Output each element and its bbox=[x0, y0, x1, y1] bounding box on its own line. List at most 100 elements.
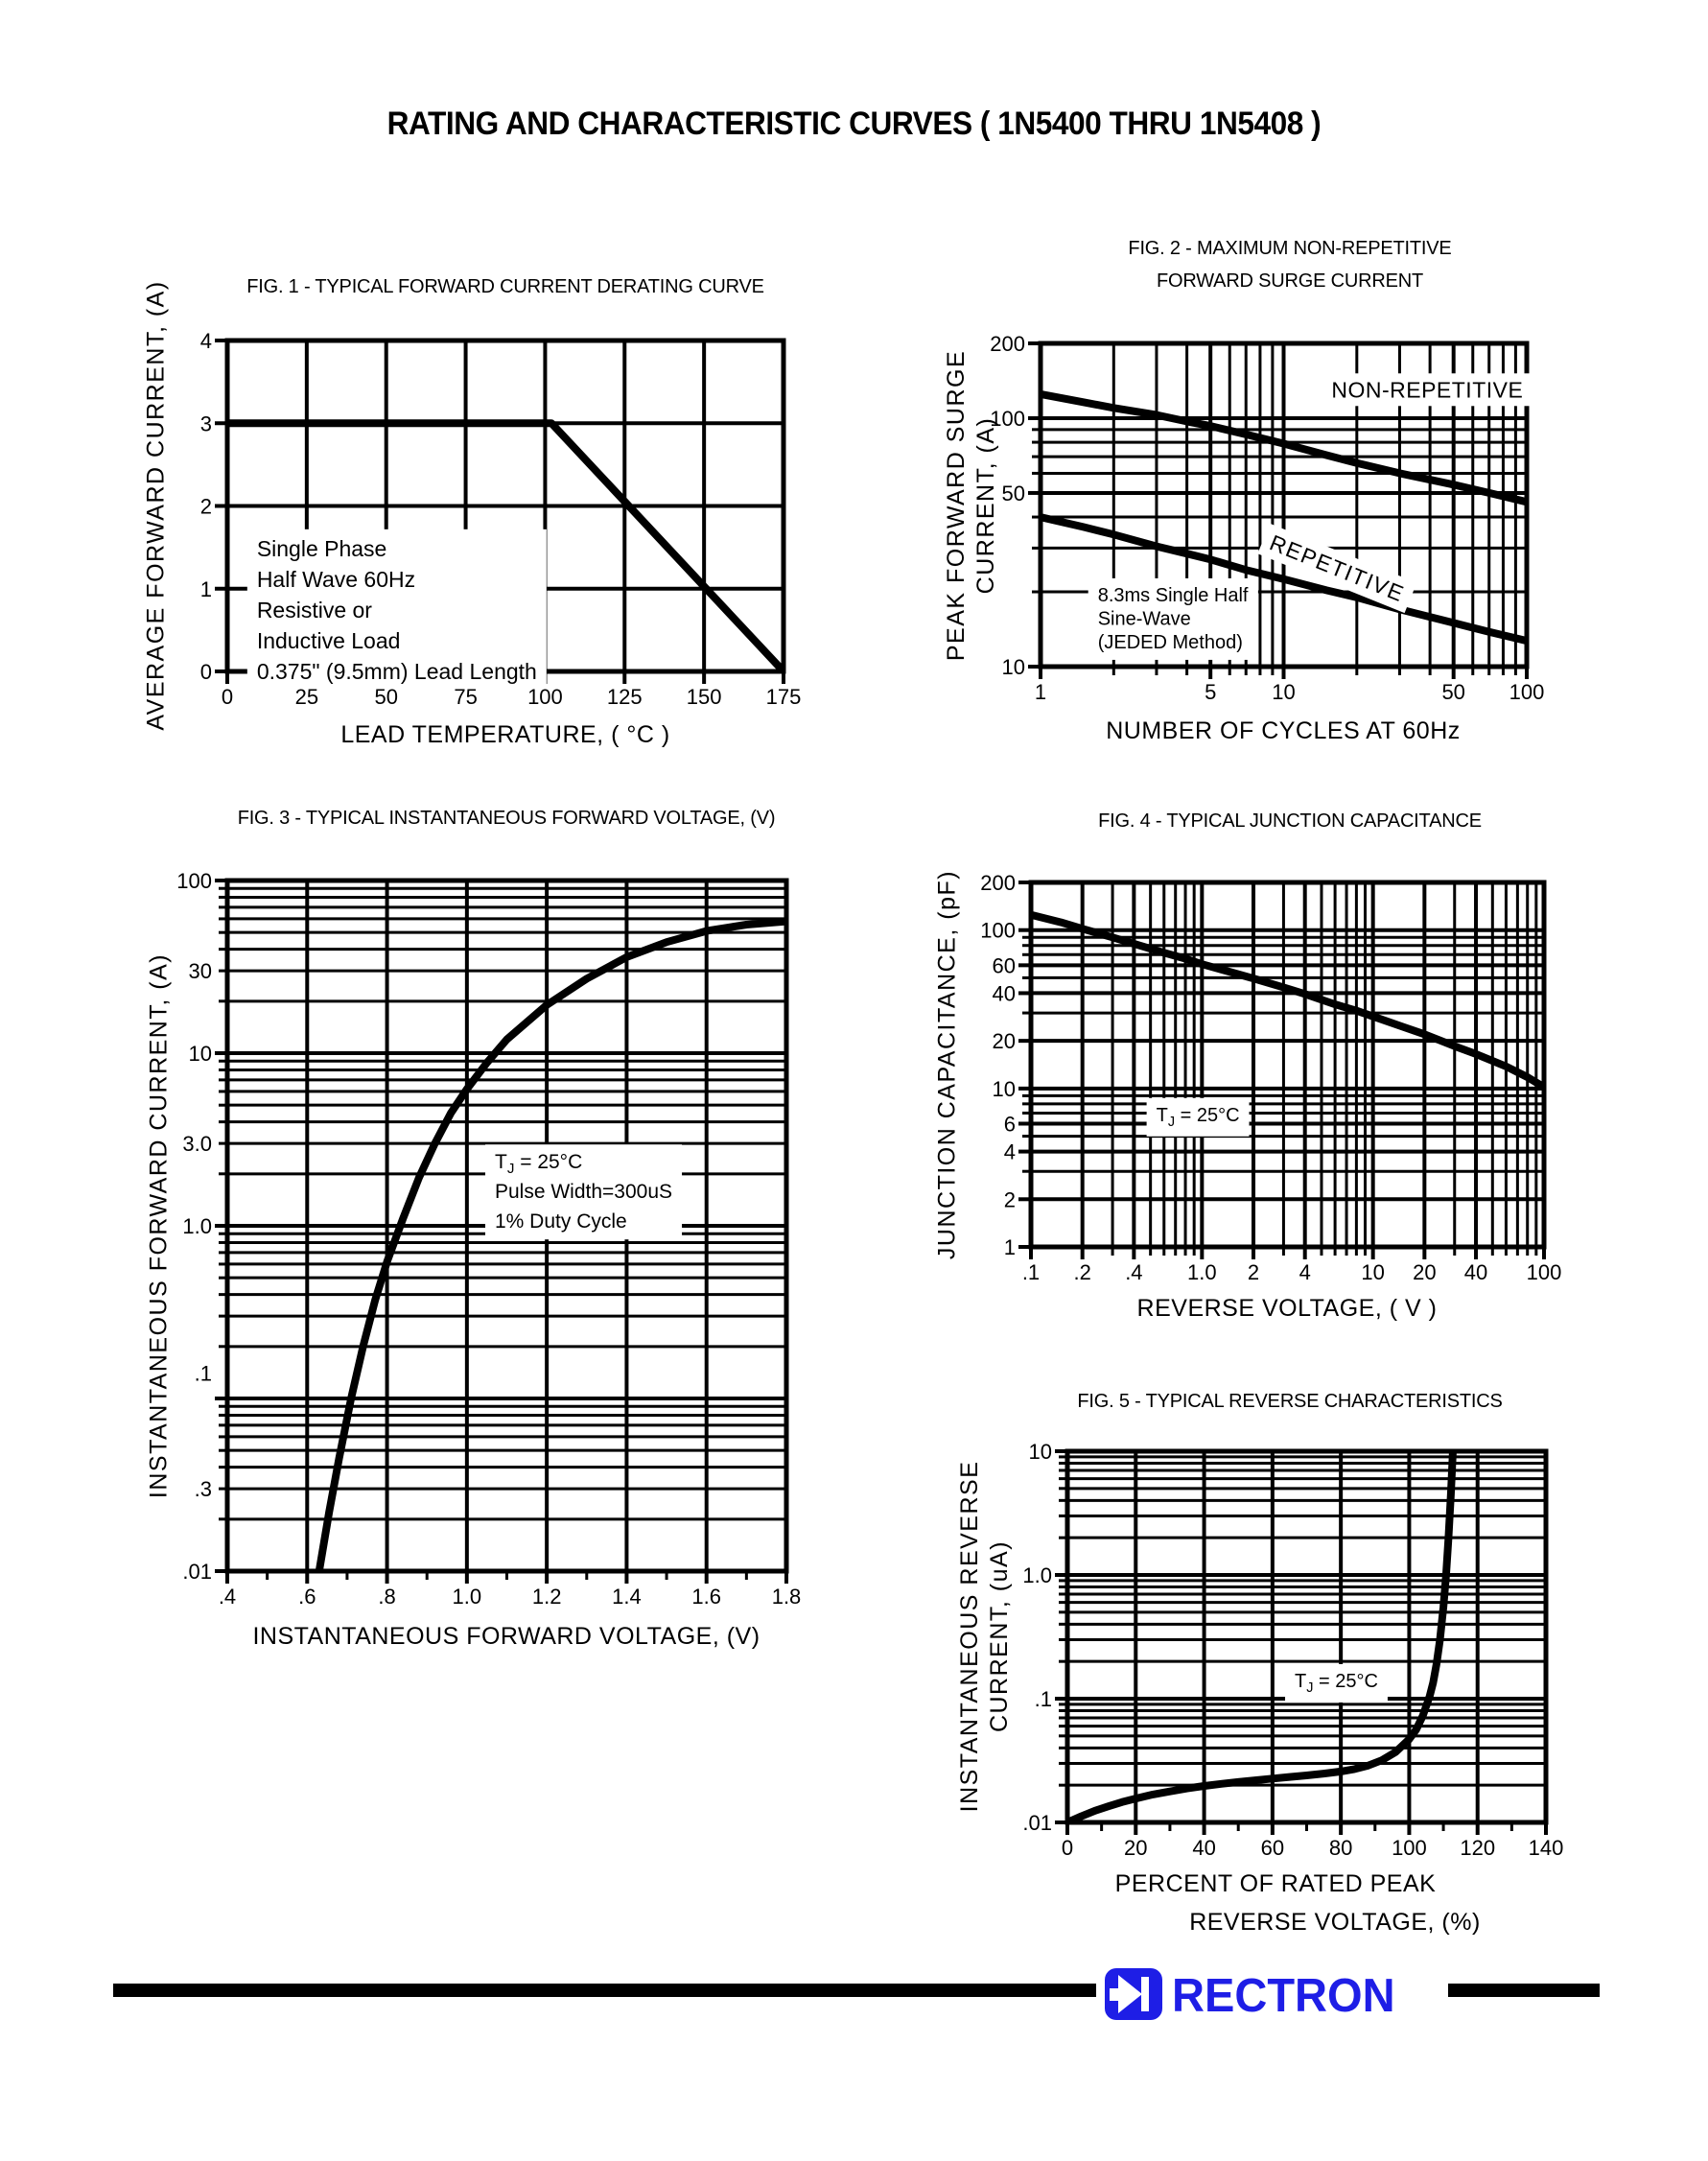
junction-capacitance-curve bbox=[1031, 910, 1544, 1092]
x-tick-label: .2 bbox=[1074, 1260, 1091, 1284]
y-tick-label: 0 bbox=[200, 660, 212, 684]
y-tick-label: 1.0 bbox=[182, 1214, 212, 1238]
annotation-line: Single Phase bbox=[257, 536, 387, 561]
curve-label-mask bbox=[1257, 523, 1417, 614]
fig5-title: FIG. 5 - TYPICAL REVERSE CHARACTERISTICS bbox=[1077, 1391, 1503, 1412]
y-tick-label: 200 bbox=[980, 871, 1016, 895]
annotation-line: 0.375" (9.5mm) Lead Length bbox=[257, 659, 537, 684]
y-tick-label: 10 bbox=[993, 1077, 1016, 1101]
fig1-y-axis-label: AVERAGE FORWARD CURRENT, (A) bbox=[142, 280, 170, 731]
fig4-annotation: TJ​ = 25°C bbox=[1146, 1097, 1250, 1137]
y-tick-label: 2 bbox=[200, 495, 212, 519]
x-tick-label: 1.0 bbox=[1187, 1260, 1217, 1284]
fig5-plot: TJ​ = 25°C 0 20 40 60 80 100 120 140 10 1.0 .1 .01 bbox=[1022, 1440, 1563, 1860]
x-tick-label: 0 bbox=[1062, 1836, 1073, 1860]
annotation-line: (JEDED Method) bbox=[1098, 632, 1243, 653]
fig3-plot-border bbox=[224, 878, 789, 1574]
derating-curve bbox=[227, 419, 784, 671]
x-tick-label: 100 bbox=[1509, 680, 1545, 704]
forward-voltage-curve bbox=[315, 917, 786, 1571]
y-tick-label: 1 bbox=[1004, 1235, 1016, 1259]
fig2-title-line1: FIG. 2 - MAXIMUM NON-REPETITIVE bbox=[1128, 238, 1452, 259]
y-tick-label: .01 bbox=[1022, 1811, 1052, 1835]
fig2-y-axis-label: PEAK FORWARD SURGE CURRENT, (A) bbox=[942, 350, 1001, 661]
x-tick-label: 4 bbox=[1299, 1260, 1311, 1284]
fig4-title: FIG. 4 - TYPICAL JUNCTION CAPACITANCE bbox=[1098, 810, 1482, 832]
x-tick-label: 40 bbox=[1192, 1836, 1215, 1860]
x-tick-label: 1.8 bbox=[772, 1585, 802, 1609]
x-tick-label: 1.6 bbox=[691, 1585, 721, 1609]
diode-icon bbox=[1110, 1975, 1149, 2013]
x-tick-label: 125 bbox=[607, 685, 643, 709]
y-tick-label: 4 bbox=[200, 329, 212, 353]
fig5-x-axis-label-line1: PERCENT OF RATED PEAK bbox=[1114, 1870, 1437, 1897]
y-tick-label: 6 bbox=[1004, 1112, 1016, 1136]
y-tick-label: 10 bbox=[189, 1042, 212, 1066]
fig3-title: FIG. 3 - TYPICAL INSTANTANEOUS FORWARD V… bbox=[237, 808, 776, 829]
rectron-logo bbox=[1105, 1968, 1162, 2020]
fig5-y-axis-label: INSTANTANEOUS REVERSE CURRENT, (uA) bbox=[955, 1461, 1015, 1813]
annotation-mask bbox=[246, 529, 547, 691]
fig4-plot-border bbox=[1028, 880, 1547, 1250]
fig3-curves bbox=[315, 917, 786, 1571]
fig4-plot: TJ​ = 25°C .1 .2 .4 1.0 2 4 10 20 40 100 200 100 60 40… bbox=[980, 871, 1561, 1284]
y-tick-label: 10 bbox=[1029, 1440, 1052, 1464]
annotation-line: Half Wave 60Hz bbox=[257, 567, 415, 592]
fig2-x-axis-label: NUMBER OF CYCLES AT 60Hz bbox=[1106, 717, 1461, 744]
y-tick-label: .3 bbox=[195, 1477, 212, 1501]
x-tick-label: 50 bbox=[1441, 680, 1464, 704]
y-tick-label: .1 bbox=[195, 1362, 212, 1386]
annotation-line: 8.3ms Single Half bbox=[1098, 585, 1249, 606]
y-tick-label: 4 bbox=[1004, 1140, 1016, 1164]
fig3-annotation: TJ​ = 25°C Pulse Width=300uS 1% Duty Cycle bbox=[485, 1144, 683, 1240]
x-tick-label: 150 bbox=[687, 685, 722, 709]
fig2-y-axis-label-line1: PEAK FORWARD SURGE bbox=[943, 349, 970, 662]
fig5-y-axis-label-line2: CURRENT, (uA) bbox=[986, 1539, 1013, 1733]
y-tick-label: 200 bbox=[990, 332, 1025, 356]
y-tick-label: 30 bbox=[189, 959, 212, 983]
curve-label-mask bbox=[1323, 373, 1532, 407]
fig4-curves bbox=[1031, 910, 1544, 1092]
annotation-line: TJ​ = 25°C bbox=[1157, 1105, 1240, 1130]
fig1-title: FIG. 1 - TYPICAL FORWARD CURRENT DERATIN… bbox=[246, 276, 764, 297]
fig3-y-axis-label: INSTANTANEOUS FORWARD CURRENT, (A) bbox=[145, 952, 173, 1499]
x-tick-label: .8 bbox=[378, 1585, 395, 1609]
curve-label: NON-REPETITIVE bbox=[1323, 373, 1532, 407]
annotation-line: 1% Duty Cycle bbox=[495, 1210, 627, 1233]
y-tick-label: .01 bbox=[182, 1560, 212, 1584]
y-tick-label: 1 bbox=[200, 577, 212, 601]
x-tick-label: 75 bbox=[454, 685, 477, 709]
fig1-curves bbox=[227, 419, 784, 671]
fig1-x-axis-label: LEAD TEMPERATURE, ( °C ) bbox=[340, 721, 670, 748]
x-tick-label: .1 bbox=[1022, 1260, 1040, 1284]
fig2-y-axis-label-line2: CURRENT, (A) bbox=[972, 416, 999, 595]
x-tick-label: 5 bbox=[1205, 680, 1216, 704]
annotation-mask bbox=[1088, 577, 1258, 660]
fig5-curves bbox=[1067, 1451, 1457, 1822]
x-tick-label: .6 bbox=[298, 1585, 316, 1609]
fig4-x-axis-label: REVERSE VOLTAGE, ( V ) bbox=[1136, 1295, 1438, 1322]
x-tick-label: 100 bbox=[1527, 1260, 1562, 1284]
non-repetitive-surge bbox=[1041, 389, 1527, 506]
annotation-line: Pulse Width=300uS bbox=[495, 1181, 672, 1203]
x-tick-label: 140 bbox=[1529, 1836, 1564, 1860]
x-tick-label: 80 bbox=[1329, 1836, 1352, 1860]
x-tick-label: 175 bbox=[766, 685, 802, 709]
repetitive-surge bbox=[1041, 513, 1527, 646]
page-title: RATING AND CHARACTERISTIC CURVES ( 1N540… bbox=[386, 106, 1322, 142]
fig2-curves bbox=[1041, 389, 1527, 646]
annotation-mask bbox=[1285, 1663, 1388, 1703]
x-tick-label: 60 bbox=[1261, 1836, 1284, 1860]
y-tick-label: .1 bbox=[1035, 1687, 1052, 1711]
x-tick-label: 100 bbox=[1392, 1836, 1427, 1860]
x-tick-label: 20 bbox=[1124, 1836, 1147, 1860]
x-tick-label: 20 bbox=[1413, 1260, 1436, 1284]
annotation-line: TJ​ = 25°C bbox=[495, 1151, 582, 1177]
x-tick-label: 50 bbox=[374, 685, 397, 709]
x-tick-label: 25 bbox=[295, 685, 318, 709]
footer-rule-right bbox=[1448, 1984, 1600, 1997]
y-tick-label: 10 bbox=[1002, 655, 1025, 679]
fig1-annotation: Single Phase Half Wave 60Hz Resistive or In… bbox=[246, 529, 547, 691]
fig2-title-line2: FORWARD SURGE CURRENT bbox=[1156, 270, 1424, 292]
